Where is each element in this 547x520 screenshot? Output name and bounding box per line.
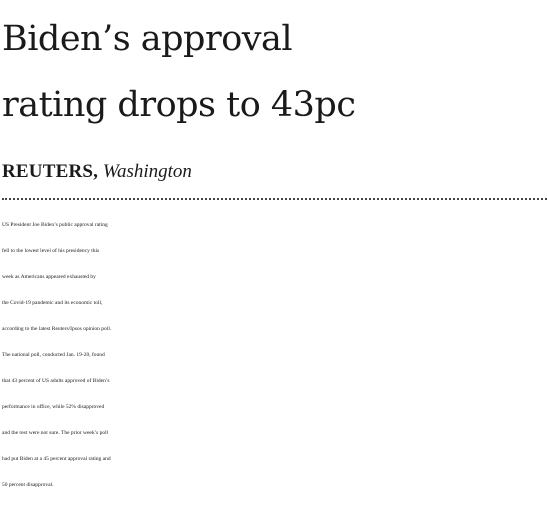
body-line: The national poll, conducted Jan. 19-20,… [2,352,105,358]
dotted-divider [2,198,547,200]
article-body: US President Joe Biden’s public approval… [2,212,547,498]
body-line: had put Biden at a 45 percent approval r… [2,456,111,462]
body-line: week as Americans appeared exhausted by [2,274,96,280]
body-line: US President Joe Biden’s public approval… [2,222,108,228]
byline-location: Washington [102,161,192,182]
body-line: according to the latest Reuters/Ipsos op… [2,326,112,332]
headline-line: rating drops to 43pc [2,85,356,125]
body-line: the Covid-19 pandemic and its economic t… [2,300,103,306]
body-line: performance in office, while 52% disappr… [2,404,105,410]
byline: REUTERS, Washington [2,160,192,184]
byline-agency: REUTERS, [2,161,99,182]
body-line: fell to the lowest level of his presiden… [2,248,100,254]
body-line: that 43 percent of US adults approved of… [2,378,110,384]
article-headline: Biden’s approval rating drops to 43pc [2,6,547,138]
headline-line: Biden’s approval [2,19,293,59]
body-line: and the rest were not sure. The prior we… [2,430,109,436]
body-line: 50 percent disapproval. [2,482,54,488]
